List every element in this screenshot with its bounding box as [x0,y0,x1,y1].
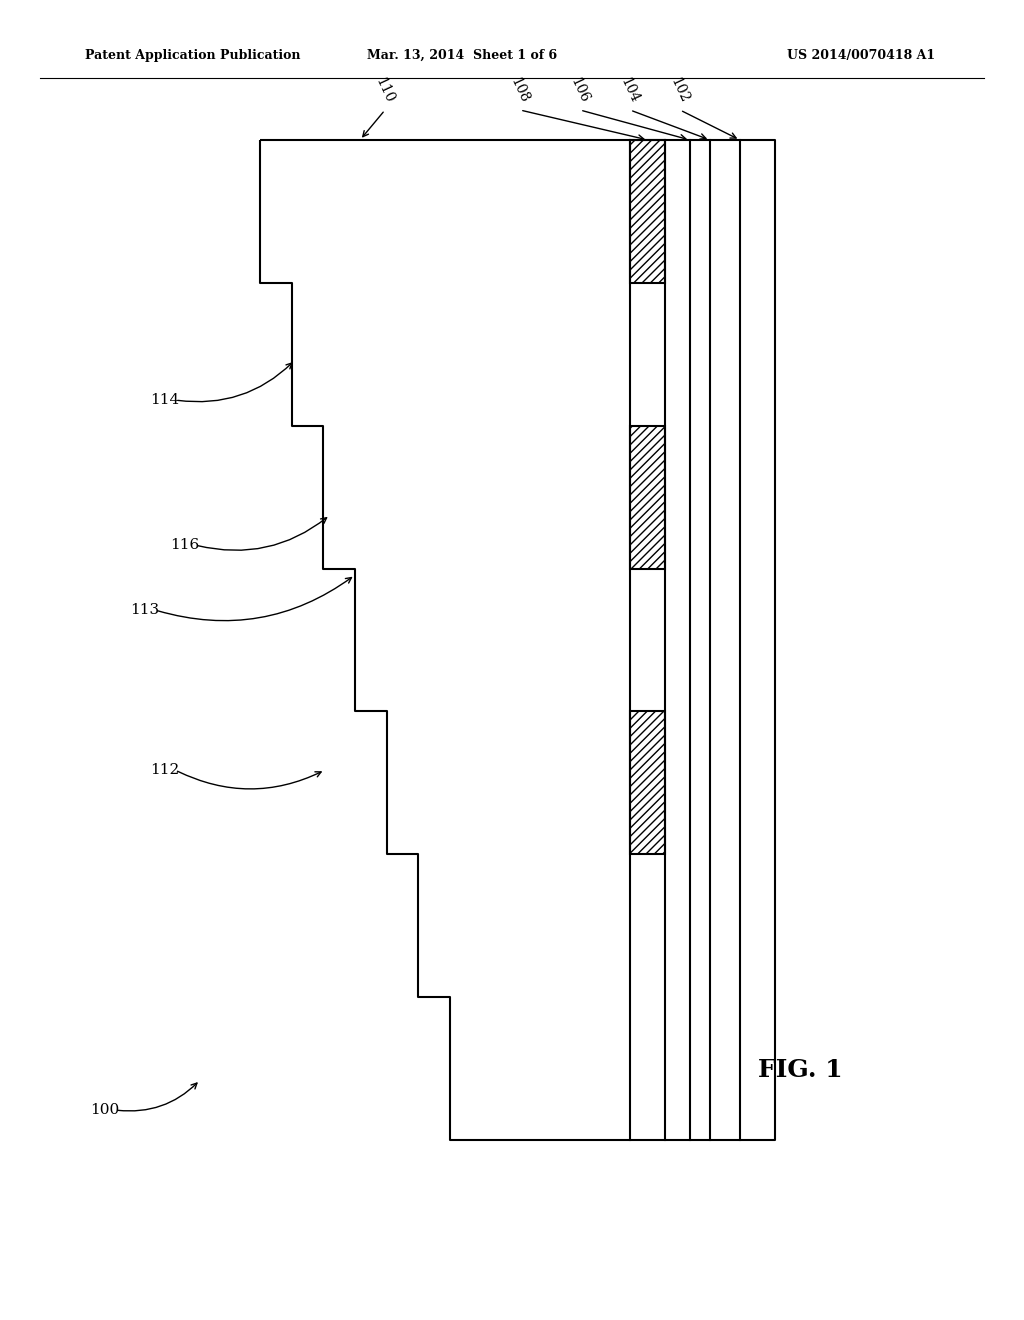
Text: 108: 108 [508,75,531,106]
Bar [630,426,665,569]
Text: 106: 106 [568,75,592,106]
Bar [630,140,665,282]
Text: 104: 104 [618,75,642,106]
Text: US 2014/0070418 A1: US 2014/0070418 A1 [786,49,935,62]
Text: 100: 100 [90,1104,119,1117]
Text: 102: 102 [668,75,692,106]
Text: 114: 114 [150,393,179,407]
Text: 112: 112 [150,763,179,777]
Text: Mar. 13, 2014  Sheet 1 of 6: Mar. 13, 2014 Sheet 1 of 6 [367,49,557,62]
Bar [630,711,665,854]
Text: Patent Application Publication: Patent Application Publication [85,49,300,62]
Text: 110: 110 [373,75,397,106]
Text: 113: 113 [130,603,159,616]
Text: 116: 116 [170,539,200,552]
Text: FIG. 1: FIG. 1 [758,1059,843,1082]
